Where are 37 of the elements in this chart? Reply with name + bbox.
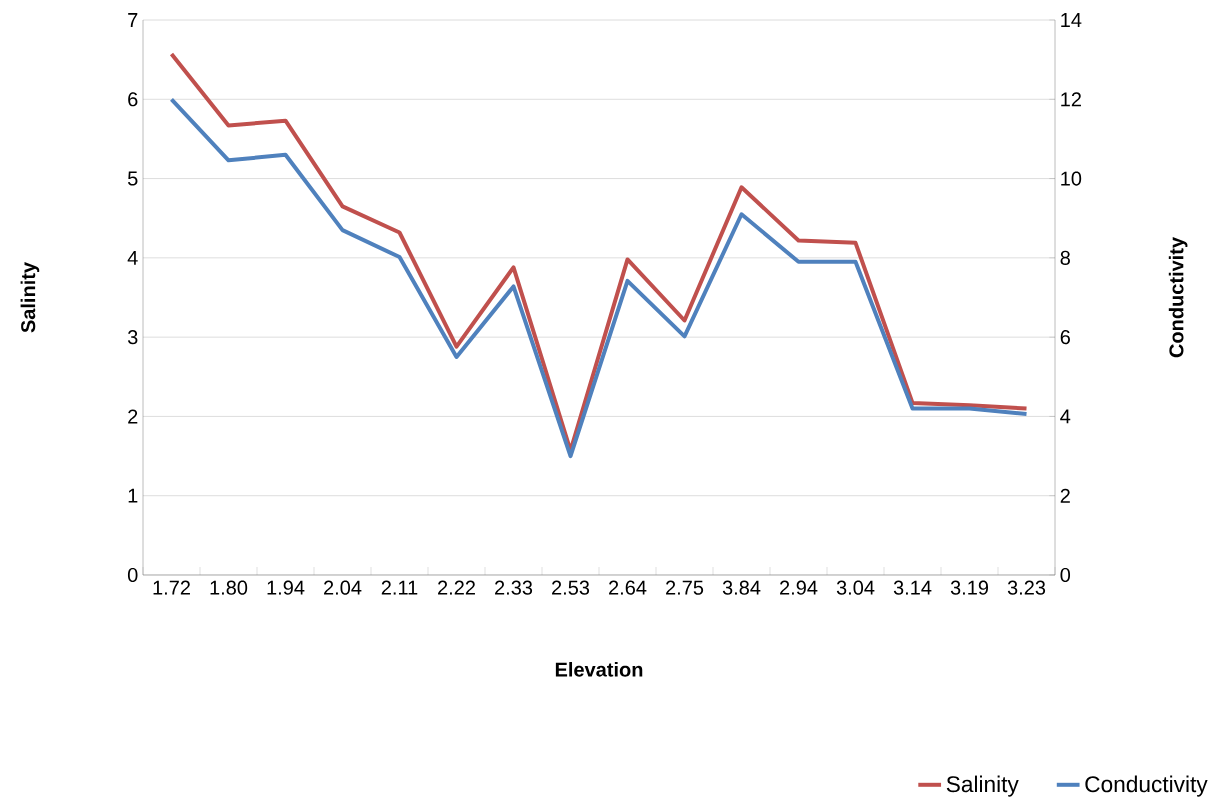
y2-tick-label: 14 xyxy=(1061,13,1082,27)
x-tick-label: 3.84 xyxy=(722,580,761,595)
x-tick-label: 2.22 xyxy=(438,580,475,595)
x-tick-label: 2.75 xyxy=(666,580,704,595)
y2-tick-label: 4 xyxy=(1060,409,1071,424)
x-tick-label: 1.80 xyxy=(210,580,248,595)
x-tick-label: 3.19 xyxy=(950,580,989,595)
x-tick-label: 3.14 xyxy=(893,580,932,595)
x-tick-label: 2.94 xyxy=(780,580,818,595)
x-tick-label: 1.72 xyxy=(153,580,190,595)
x-tick-label: 1.94 xyxy=(267,580,305,595)
y2-tick-label: 0 xyxy=(1060,567,1071,583)
y-tick-label: 7 xyxy=(128,13,138,27)
y2-tick-label: 10 xyxy=(1061,171,1082,186)
x-tick-label: 2.64 xyxy=(609,580,647,595)
y2-tick-label: 12 xyxy=(1061,92,1081,107)
y-tick-label: 5 xyxy=(127,171,138,186)
x-tick-label: 2.11 xyxy=(381,580,418,595)
x-tick-label: 3.04 xyxy=(836,580,875,595)
x-tick-label: 3.23 xyxy=(1007,580,1046,595)
y-tick-label: 4 xyxy=(127,250,138,265)
y-tick-label: 3 xyxy=(127,330,138,345)
y2-tick-label: 6 xyxy=(1060,330,1070,345)
x-axis-title: Elevation xyxy=(555,662,643,677)
y2-tick-label: 2 xyxy=(1060,488,1070,503)
y-tick-label: 1 xyxy=(128,488,138,503)
y2-axis-title: Conductivity xyxy=(1168,237,1188,358)
x-tick-label: 2.04 xyxy=(324,580,362,595)
y-axis-title: Salinity xyxy=(20,262,40,333)
legend-label: Salinity xyxy=(946,775,1019,797)
x-tick-label: 2.53 xyxy=(552,580,590,595)
y-tick-label: 0 xyxy=(127,567,138,583)
x-tick-label: 2.33 xyxy=(495,580,533,595)
legend-label: Conductivity xyxy=(1085,775,1208,797)
y-tick-label: 6 xyxy=(128,92,138,107)
y-tick-label: 2 xyxy=(128,409,138,424)
y2-tick-label: 8 xyxy=(1060,250,1070,265)
